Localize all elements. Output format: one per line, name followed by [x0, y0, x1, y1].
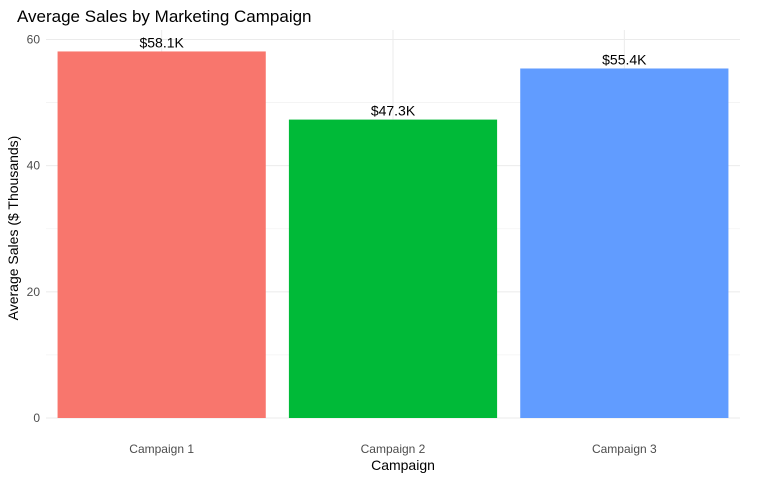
y-axis-ticks: 0 20 40 60 [27, 32, 41, 425]
x-axis-title: Campaign [371, 457, 435, 473]
x-axis-ticks: Campaign 1 Campaign 2 Campaign 3 [129, 442, 657, 456]
bars [57, 51, 729, 419]
chart-title: Average Sales by Marketing Campaign [17, 7, 312, 26]
x-tick-label: Campaign 1 [129, 442, 194, 456]
data-label: $58.1K [139, 34, 184, 50]
x-tick-label: Campaign 3 [592, 442, 657, 456]
y-tick-label: 0 [33, 411, 40, 425]
data-label: $47.3K [371, 103, 416, 119]
bar [288, 119, 498, 419]
bar [520, 68, 729, 418]
x-tick-label: Campaign 2 [361, 442, 426, 456]
data-labels: $58.1K $47.3K $55.4K [139, 34, 647, 118]
y-axis-title: Average Sales ($ Thousands) [5, 136, 21, 321]
data-label: $55.4K [602, 51, 647, 67]
y-tick-label: 60 [27, 32, 41, 46]
y-tick-label: 40 [27, 159, 41, 173]
y-tick-label: 20 [27, 285, 41, 299]
bar [57, 51, 266, 418]
